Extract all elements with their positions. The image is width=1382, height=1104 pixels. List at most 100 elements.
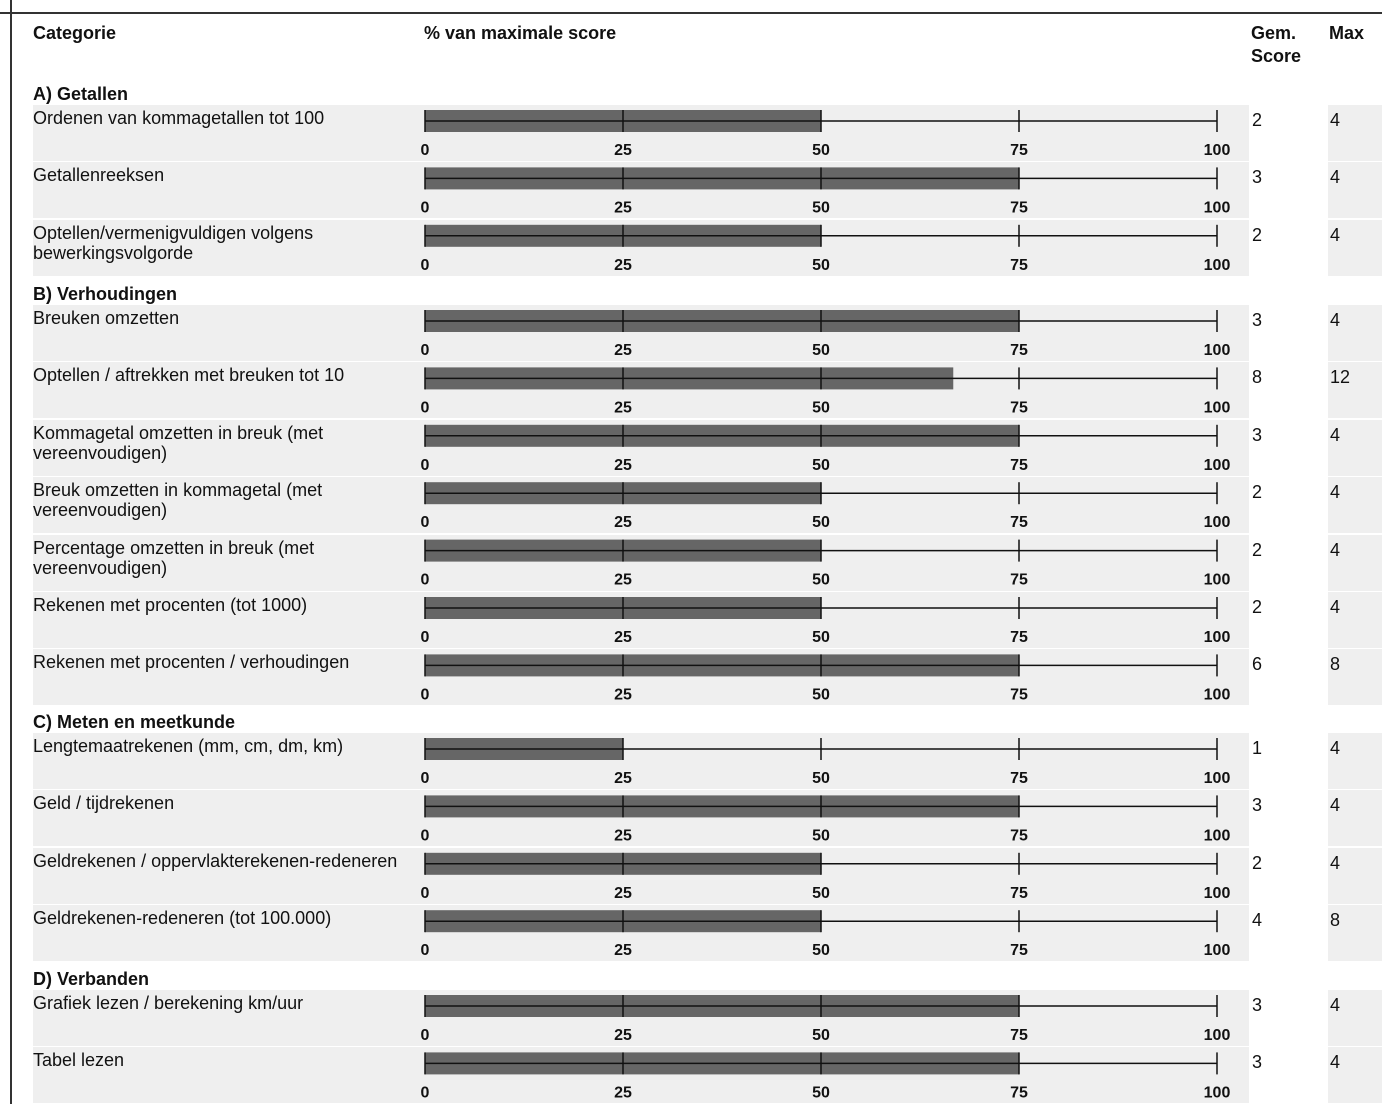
tick-label: 100 [1204, 342, 1231, 359]
tick-label: 75 [1010, 257, 1028, 274]
max-cell-background [1328, 905, 1382, 962]
tick-label: 0 [421, 885, 430, 902]
tick-label: 0 [421, 770, 430, 787]
row-label: Tabel lezen [33, 1050, 125, 1071]
tick-label: 50 [812, 827, 830, 844]
row-label: Rekenen met procenten (tot 1000) [33, 595, 308, 615]
avg-score-value: 6 [1252, 654, 1263, 675]
tick-label: 50 [812, 942, 830, 959]
tick-label: 100 [1204, 514, 1231, 531]
tick-label: 100 [1204, 1027, 1231, 1044]
tick-label: 100 [1204, 629, 1231, 646]
tick-label: 100 [1204, 399, 1231, 416]
max-value: 12 [1330, 367, 1351, 388]
max-value: 8 [1330, 654, 1341, 675]
tick-label: 25 [614, 514, 632, 531]
tick-label: 75 [1010, 399, 1028, 416]
tick-label: 50 [812, 629, 830, 646]
tick-label: 50 [812, 572, 830, 589]
top-border [0, 12, 1382, 14]
tick-label: 50 [812, 1084, 830, 1101]
header-category: Categorie [33, 23, 117, 43]
tick-label: 100 [1204, 686, 1231, 703]
avg-score-value: 2 [1252, 852, 1263, 873]
avg-score-value: 4 [1252, 910, 1263, 931]
tick-label: 100 [1204, 457, 1231, 474]
max-cell-background [1328, 162, 1382, 219]
tick-label: 0 [421, 827, 430, 844]
tick-label: 75 [1010, 1027, 1028, 1044]
max-value: 4 [1330, 539, 1341, 560]
tick-label: 25 [614, 142, 632, 159]
max-cell-background [1328, 790, 1382, 847]
tick-label: 0 [421, 342, 430, 359]
row-label: Geld / tijdrekenen [33, 793, 175, 814]
left-border [10, 0, 12, 1104]
row-label: Kommagetal omzetten in breuk (met vereen… [33, 422, 324, 463]
row-label: Rekenen met procenten / verhoudingen [33, 652, 350, 673]
row-label: Getallenreeksen [33, 165, 165, 186]
row-label: Ordenen van kommagetallen tot 100 [33, 108, 325, 128]
tick-label: 25 [614, 257, 632, 274]
max-value: 4 [1330, 110, 1341, 130]
max-cell-background [1328, 592, 1382, 648]
max-cell-background [1328, 1047, 1382, 1104]
tick-label: 25 [614, 770, 632, 787]
tick-label: 25 [614, 572, 632, 589]
max-value: 4 [1330, 310, 1341, 330]
tick-label: 0 [421, 1084, 430, 1101]
tick-label: 100 [1204, 1084, 1231, 1101]
max-value: 4 [1330, 852, 1341, 873]
row-label: Breuk omzetten in kommagetal (met vereen… [33, 480, 323, 521]
tick-label: 25 [614, 457, 632, 474]
tick-label: 25 [614, 885, 632, 902]
tick-label: 25 [614, 827, 632, 844]
max-value: 4 [1330, 224, 1341, 245]
section-title: C) Meten en meetkunde [33, 712, 236, 732]
avg-score-value: 2 [1252, 110, 1263, 130]
tick-label: 0 [421, 199, 430, 216]
avg-score-value: 1 [1252, 738, 1263, 758]
tick-label: 50 [812, 457, 830, 474]
tick-label: 50 [812, 885, 830, 902]
max-value: 8 [1330, 910, 1341, 931]
tick-label: 75 [1010, 942, 1028, 959]
tick-label: 100 [1204, 257, 1231, 274]
tick-label: 25 [614, 1084, 632, 1101]
max-cell-background [1328, 362, 1382, 419]
avg-score-value: 3 [1252, 310, 1263, 330]
tick-label: 75 [1010, 514, 1028, 531]
section-title: B) Verhoudingen [33, 284, 177, 304]
max-value: 4 [1330, 995, 1341, 1015]
tick-label: 25 [614, 199, 632, 216]
tick-label: 50 [812, 686, 830, 703]
avg-score-value: 2 [1252, 597, 1263, 617]
tick-label: 75 [1010, 457, 1028, 474]
tick-label: 0 [421, 572, 430, 589]
max-value: 4 [1330, 482, 1341, 503]
header-max: Max [1329, 23, 1365, 43]
avg-score-value: 3 [1252, 1052, 1263, 1073]
tick-label: 50 [812, 142, 830, 159]
header-avg-score: Gem. Score [1251, 23, 1302, 66]
max-cell-background [1328, 990, 1382, 1046]
row-label: Percentage omzetten in breuk (met vereen… [33, 537, 315, 578]
tick-label: 0 [421, 942, 430, 959]
tick-label: 25 [614, 342, 632, 359]
tick-label: 75 [1010, 199, 1028, 216]
tick-label: 25 [614, 399, 632, 416]
row-background [33, 733, 1249, 789]
row-label: Optellen / aftrekken met breuken tot 10 [33, 365, 345, 386]
avg-score-value: 3 [1252, 795, 1263, 816]
tick-label: 0 [421, 686, 430, 703]
tick-label: 50 [812, 342, 830, 359]
tick-label: 75 [1010, 142, 1028, 159]
row-label: Geldrekenen-redeneren (tot 100.000) [33, 908, 332, 929]
tick-label: 0 [421, 514, 430, 531]
tick-label: 75 [1010, 770, 1028, 787]
tick-label: 75 [1010, 629, 1028, 646]
row-label: Optellen/vermenigvuldigen volgens bewerk… [33, 222, 314, 263]
tick-label: 25 [614, 942, 632, 959]
